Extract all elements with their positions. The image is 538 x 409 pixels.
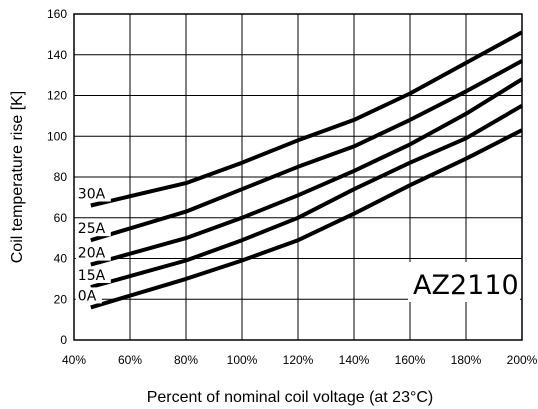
y-tick-label: 20 [54, 292, 68, 306]
y-tick-label: 120 [47, 89, 67, 103]
y-tick-label: 160 [47, 7, 67, 21]
grid [74, 14, 522, 340]
series-line-25a [90, 59, 523, 243]
series-label-0a: 0A [78, 288, 97, 304]
series-line-15a [90, 103, 524, 289]
y-tick-labels: 0 20 40 60 80 100 120 140 160 [47, 7, 67, 347]
x-tick-label: 40% [62, 353, 86, 367]
x-tick-label: 120% [283, 353, 314, 367]
y-tick-label: 100 [47, 129, 67, 143]
y-axis-title: Coil temperature rise [K] [9, 91, 26, 264]
series-label-background [75, 267, 111, 284]
series-line-20a [90, 77, 524, 267]
series-label-30a: 30A [78, 187, 106, 203]
x-tick-label: 100% [227, 353, 258, 367]
x-axis-title: Percent of nominal coil voltage (at 23°C… [147, 389, 434, 406]
x-tick-label: 80% [174, 353, 198, 367]
y-tick-label: 60 [54, 211, 68, 225]
x-tick-label: 180% [451, 353, 482, 367]
y-tick-label: 140 [47, 48, 67, 62]
series-label-background [75, 185, 111, 202]
plot-frame [73, 13, 523, 341]
series-label-15a: 15A [78, 268, 106, 284]
series-label-20a: 20A [78, 246, 106, 262]
series-line-0a [90, 128, 523, 310]
series-label-background [75, 220, 111, 237]
x-tick-label: 160% [395, 353, 426, 367]
y-tick-label: 40 [54, 252, 68, 266]
y-tick-label: 0 [60, 333, 67, 347]
model-label: AZ2110 [413, 270, 519, 301]
series-line-30a [90, 30, 523, 208]
x-tick-label: 60% [118, 353, 142, 367]
series-label-background [75, 244, 111, 261]
series-label-25a: 25A [78, 221, 106, 237]
x-tick-label: 200% [507, 353, 538, 367]
series-labels: 30A 25A 20A 15A 0A [75, 185, 111, 304]
x-tick-labels: 40% 60% 80% 100% 120% 140% 160% 180% 200% [62, 353, 538, 367]
y-tick-label: 80 [54, 170, 68, 184]
model-label-background [408, 262, 520, 302]
series-label-background [75, 287, 102, 304]
series-lines [90, 30, 524, 310]
x-tick-label: 140% [339, 353, 370, 367]
